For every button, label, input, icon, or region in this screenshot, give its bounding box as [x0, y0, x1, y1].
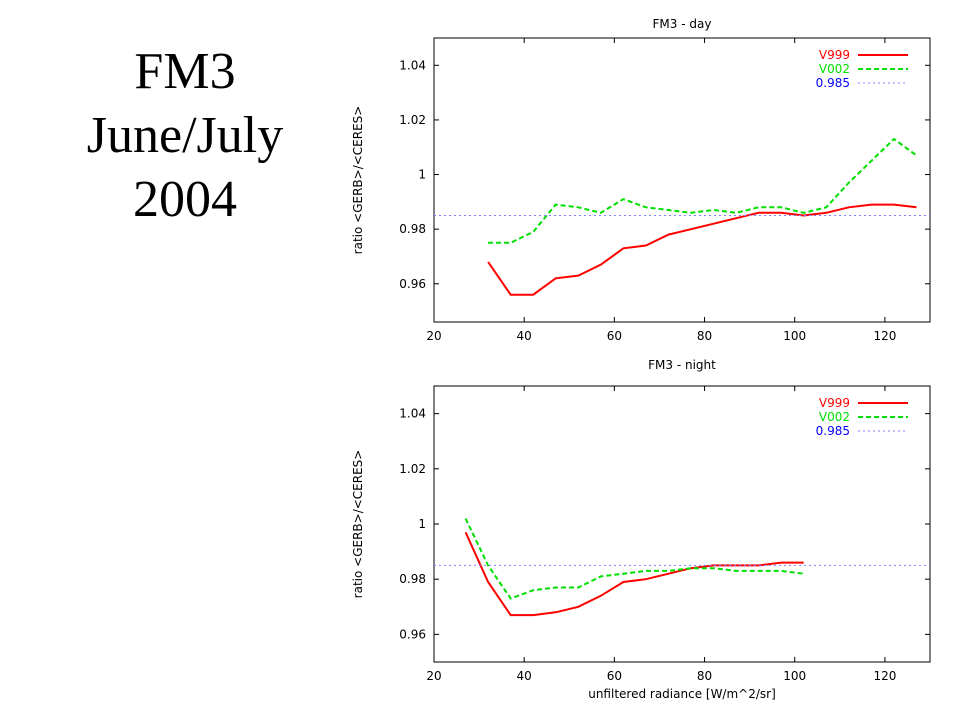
- chart-1-y-tick-label: 1: [418, 168, 426, 182]
- chart-1-x-tick-label: 60: [607, 329, 622, 343]
- chart-2-x-tick-label: 40: [517, 669, 532, 683]
- chart-1-y-tick-label: 0.96: [399, 277, 426, 291]
- chart-1-x-tick-label: 20: [426, 329, 441, 343]
- chart-1-legend-label-V002: V002: [819, 62, 850, 76]
- slide-title-line-1: FM3: [134, 43, 236, 100]
- chart-2-y-axis-label: ratio <GERB>/<CERES>: [351, 450, 365, 599]
- chart-1-y-axis-label: ratio <GERB>/<CERES>: [351, 106, 365, 255]
- chart-1-y-tick-label: 0.98: [399, 222, 426, 236]
- chart-2-y-tick-label: 1: [418, 517, 426, 531]
- slide-title-line-2: June/July: [86, 107, 284, 164]
- chart-1-x-tick-label: 100: [783, 329, 806, 343]
- slide-title: FM3 June/July 2004: [20, 40, 350, 232]
- chart-1-x-tick-label: 80: [697, 329, 712, 343]
- chart-1-plot-frame: [433, 37, 931, 323]
- chart-1-y-tick-label: 1.04: [399, 58, 426, 72]
- chart-1-x-tick-label: 120: [873, 329, 896, 343]
- chart-2-legend-label-V002: V002: [819, 410, 850, 424]
- chart-1-y-tick-label: 1.02: [399, 113, 426, 127]
- chart-2-y-tick-label: 1.02: [399, 462, 426, 476]
- slide-title-line-3: 2004: [133, 171, 237, 228]
- chart-2-plot-frame: [433, 385, 931, 663]
- chart-1-series-line-V999: [487, 203, 917, 296]
- chart-2-x-tick-label: 80: [697, 669, 712, 683]
- chart-2-x-axis-label: unfiltered radiance [W/m^2/sr]: [588, 687, 776, 701]
- chart-1-x-tick-label: 40: [517, 329, 532, 343]
- chart-2-x-tick-label: 20: [426, 669, 441, 683]
- chart-2-x-tick-label: 60: [607, 669, 622, 683]
- chart-1-series-line-V002: [488, 137, 918, 244]
- chart-2-legend-label-V999: V999: [819, 396, 850, 410]
- chart-1-legend-label-V999: V999: [819, 48, 850, 62]
- chart-2-y-tick-label: 1.04: [399, 407, 426, 421]
- chart-2-series-line-V002: [464, 518, 804, 600]
- chart-1-title: FM3 - day: [653, 17, 712, 31]
- chart-2-title: FM3 - night: [648, 358, 716, 372]
- chart-2-legend-label-0-985: 0.985: [816, 424, 850, 438]
- chart-2-x-tick-label: 120: [873, 669, 896, 683]
- chart-2-x-tick-label: 100: [783, 669, 806, 683]
- chart-2-y-tick-label: 0.96: [399, 627, 426, 641]
- chart-2-series-line-V999: [464, 531, 804, 617]
- chart-2-y-tick-label: 0.98: [399, 572, 426, 586]
- chart-1-legend-label-0-985: 0.985: [816, 76, 850, 90]
